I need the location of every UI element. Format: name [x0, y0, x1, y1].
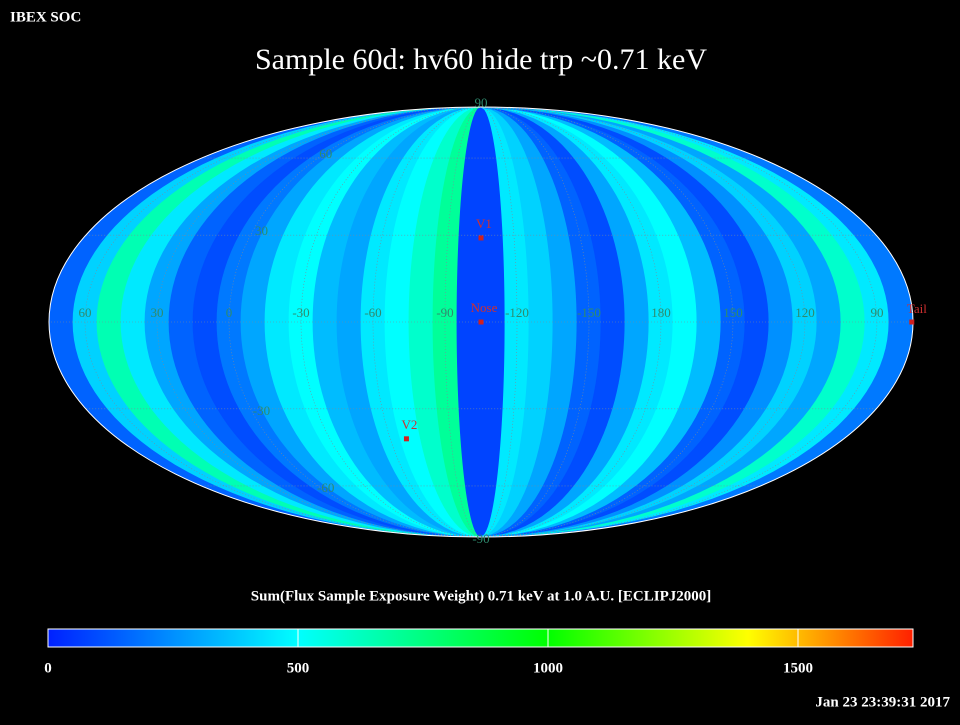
- lon-tick-label: -150: [577, 305, 601, 320]
- marker-label: V2: [402, 417, 418, 432]
- lat-tick-label: -60: [317, 480, 334, 495]
- lon-tick-label: 30: [151, 305, 164, 320]
- lat-tick-label: -30: [253, 403, 270, 418]
- lon-tick-label: 60: [79, 305, 92, 320]
- meridian: [480, 107, 878, 537]
- timestamp: Jan 23 23:39:31 2017: [815, 694, 950, 710]
- lon-tick-label: 0: [226, 305, 233, 320]
- marker-label: Tail: [907, 301, 927, 316]
- lon-tick-label: 150: [723, 305, 743, 320]
- lon-tick-label: -120: [505, 305, 529, 320]
- marker: [909, 319, 915, 325]
- colorbar-tick-label: 0: [44, 660, 52, 676]
- lon-tick-label: -60: [364, 305, 381, 320]
- marker-label: Nose: [471, 300, 498, 315]
- lat-tick-label: -90: [472, 531, 489, 546]
- lat-tick-label: 60: [319, 146, 332, 161]
- map: [49, 107, 913, 537]
- colorbar: [47, 628, 914, 648]
- meridian: [372, 107, 482, 537]
- marker: [403, 436, 409, 442]
- marker: [478, 235, 484, 241]
- lon-tick-label: 120: [795, 305, 815, 320]
- colorbar-tick-label: 1000: [533, 660, 563, 676]
- lon-tick-label: -30: [292, 305, 309, 320]
- colorbar-tick-label: 500: [287, 660, 310, 676]
- lon-tick-label: -90: [436, 305, 453, 320]
- lat-tick-label: 90: [475, 95, 488, 110]
- lon-tick-label: 180: [651, 305, 671, 320]
- colorbar-label: Sum(Flux Sample Exposure Weight) 0.71 ke…: [251, 588, 711, 604]
- chart-title: Sample 60d: hv60 hide trp ~0.71 keV: [255, 43, 707, 76]
- lon-tick-label: 90: [871, 305, 884, 320]
- colorbar-tick-label: 1500: [783, 660, 813, 676]
- marker-label: V1: [476, 216, 492, 231]
- marker: [478, 319, 484, 325]
- meridian: [480, 107, 590, 537]
- meridian: [84, 107, 482, 537]
- header: IBEX SOC: [10, 9, 81, 25]
- lat-tick-label: 30: [255, 223, 268, 238]
